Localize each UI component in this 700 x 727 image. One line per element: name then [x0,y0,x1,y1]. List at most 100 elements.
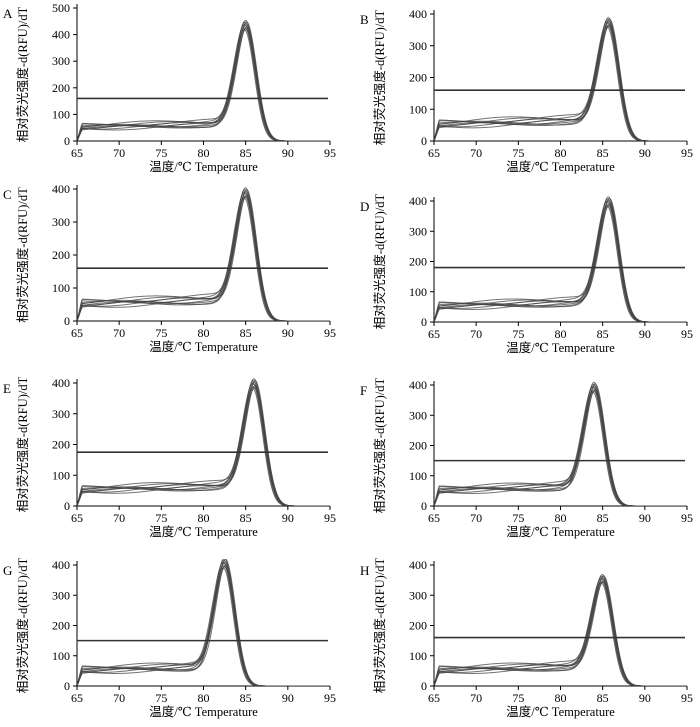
x-tick-label: 80 [198,691,210,705]
y-tick-label: 0 [64,134,70,148]
melt-curve [77,561,330,686]
y-tick-label: 300 [409,39,427,53]
x-tick-label: 70 [113,146,125,160]
melt-curve [434,381,687,506]
y-tick-label: 200 [409,255,427,269]
melt-curve [434,390,687,506]
y-tick-label: 200 [52,248,70,262]
panel-label: A [3,6,13,21]
y-axis-title: 相对荧光强度-d(RFU)/dT [15,6,30,142]
y-tick-label: 200 [409,439,427,453]
panel-b: B 0 100 200 300 400 65 70 75 80 85 90 95 温度/℃ Tempera… [360,7,693,174]
y-tick-label: 400 [52,28,70,42]
x-tick-label: 65 [71,326,83,340]
x-tick-label: 70 [470,146,482,160]
x-tick-label: 75 [512,146,524,160]
melt-curves [434,573,687,686]
melt-curve [77,385,330,506]
melt-curve [77,26,330,141]
x-tick-label: 65 [428,511,440,525]
x-tick-label: 80 [555,691,567,705]
y-axis-title: 相对荧光强度-d(RFU)/dT [372,9,387,145]
y-tick-label: 0 [421,134,427,148]
panel-d: D 0 100 200 300 400 65 70 75 80 85 90 95 温度/℃ Tempera… [360,193,693,355]
melt-curve [77,566,330,686]
y-tick-label: 300 [52,54,70,68]
y-tick-label: 100 [52,107,70,121]
y-tick-label: 200 [409,71,427,85]
x-tick-label: 65 [428,146,440,160]
y-tick-label: 0 [64,679,70,693]
x-tick-label: 80 [555,327,567,341]
y-tick-label: 200 [52,619,70,633]
y-tick-label: 0 [421,679,427,693]
x-tick-label: 70 [470,327,482,341]
x-tick-label: 75 [155,326,167,340]
y-tick-label: 200 [52,81,70,95]
y-tick-label: 300 [52,588,70,602]
panel-label: E [3,381,11,396]
x-axis-title: 温度/℃ Temperature [506,524,615,539]
x-tick-label: 80 [198,146,210,160]
x-tick-label: 85 [240,511,252,525]
melt-curve [77,559,330,686]
x-tick-label: 70 [113,691,125,705]
x-tick-label: 65 [428,327,440,341]
y-tick-label: 100 [409,649,427,663]
melt-curves [77,559,330,686]
melt-curves [77,378,330,506]
x-tick-label: 90 [282,326,294,340]
panel-e: E 0 100 200 300 400 65 70 75 80 85 90 95 温度/℃ Tempera… [3,376,336,539]
x-axis-title: 温度/℃ Temperature [149,524,258,539]
y-axis-title: 相对荧光强度-d(RFU)/dT [372,193,387,329]
panel-label: D [360,199,369,214]
x-tick-label: 85 [597,146,609,160]
panel-label: G [3,563,12,578]
y-tick-label: 300 [52,215,70,229]
x-tick-label: 75 [512,327,524,341]
y-axis-title: 相对荧光强度-d(RFU)/dT [15,187,30,323]
x-tick-label: 90 [639,327,651,341]
y-axis-title: 相对荧光强度-d(RFU)/dT [15,376,30,512]
panel-a: A 0 100 200 300 400 500 65 70 75 80 85 90 95 温度/℃ Temp… [3,1,336,174]
x-tick-label: 65 [71,146,83,160]
y-tick-label: 400 [52,376,70,390]
melt-curve [434,577,687,686]
x-tick-label: 75 [155,691,167,705]
y-tick-label: 400 [52,558,70,572]
y-tick-label: 400 [409,194,427,208]
melt-curve [434,580,687,686]
melt-curve [434,388,687,506]
panel-label: H [360,563,369,578]
x-tick-label: 95 [681,511,693,525]
x-tick-label: 95 [324,326,336,340]
melt-curve [77,564,330,686]
panel-label: C [3,187,12,202]
y-axis-title: 相对荧光强度-d(RFU)/dT [372,377,387,513]
melt-curve [77,559,330,686]
panel-f: F 0 100 200 300 400 65 70 75 80 85 90 95 温度/℃ Tempera… [360,377,693,539]
x-axis-title: 温度/℃ Temperature [149,159,258,174]
y-axis-title: 相对荧光强度-d(RFU)/dT [15,557,30,693]
x-tick-label: 80 [198,511,210,525]
y-tick-label: 100 [52,281,70,295]
y-tick-label: 100 [52,468,70,482]
melt-curve [77,194,330,321]
x-axis-title: 温度/℃ Temperature [506,704,615,719]
x-tick-label: 90 [282,511,294,525]
melt-curve [434,203,687,322]
x-tick-label: 75 [155,511,167,525]
y-tick-label: 0 [421,499,427,513]
panel-g: G 0 100 200 300 400 65 70 75 80 85 90 95 温度/℃ Tempera… [3,557,336,719]
x-tick-label: 95 [681,146,693,160]
x-tick-label: 95 [681,327,693,341]
y-tick-label: 100 [409,285,427,299]
x-tick-label: 75 [155,146,167,160]
x-tick-label: 65 [428,691,440,705]
x-tick-label: 80 [555,511,567,525]
x-tick-label: 95 [681,691,693,705]
x-tick-label: 85 [240,146,252,160]
panel-c: C 0 100 200 300 400 65 70 75 80 85 90 95 温度/℃ Tempera… [3,182,336,354]
y-tick-label: 0 [64,314,70,328]
y-tick-label: 400 [409,378,427,392]
